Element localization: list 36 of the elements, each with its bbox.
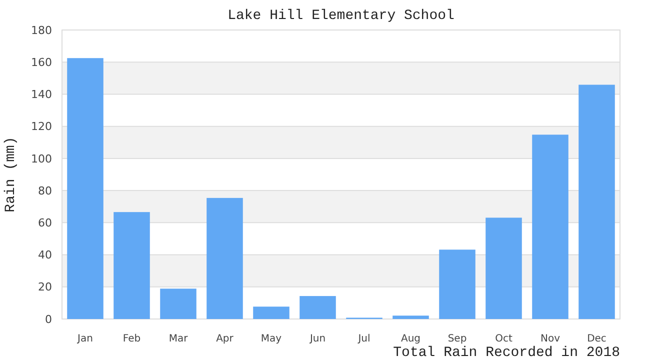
y-tick-label: 140 [31, 88, 52, 102]
bar [114, 212, 150, 319]
bar [253, 306, 290, 319]
bar [67, 58, 104, 319]
y-tick-label: 180 [31, 24, 52, 37]
x-tick-label: Dec [587, 334, 606, 344]
x-tick-label: Mar [168, 334, 189, 344]
y-tick-label: 100 [31, 152, 52, 166]
x-axis-title: Total Rain Recorded in 2018 [393, 345, 620, 360]
y-tick-label: 60 [38, 216, 52, 230]
bar [439, 250, 476, 319]
bar [206, 198, 243, 319]
x-tick-label: May [260, 334, 282, 344]
bar [300, 296, 336, 319]
bar [532, 134, 568, 319]
x-tick-label: Oct [495, 334, 512, 344]
x-tick-label: Jul [357, 334, 370, 344]
y-tick-label: 80 [38, 184, 52, 198]
x-tick-label: Jan [76, 334, 93, 344]
bar [578, 84, 615, 319]
x-tick-label: Feb [122, 334, 141, 344]
x-tick-label: Nov [540, 334, 560, 344]
bar [486, 218, 522, 319]
y-tick-label: 20 [38, 280, 52, 294]
y-tick-label: 120 [31, 120, 52, 134]
y-tick-label: 160 [31, 56, 52, 69]
bar [392, 316, 429, 319]
y-axis-title: Rain (mm) [3, 136, 19, 212]
chart-title: Lake Hill Elementary School [228, 8, 454, 24]
x-tick-label: Jun [308, 334, 326, 344]
y-tick-label: 0 [45, 312, 52, 326]
y-tick-label: 40 [38, 248, 52, 262]
x-tick-label: Apr [216, 334, 234, 344]
x-tick-label: Sep [448, 334, 467, 344]
x-tick-label: Aug [400, 334, 421, 344]
bar [160, 288, 196, 319]
